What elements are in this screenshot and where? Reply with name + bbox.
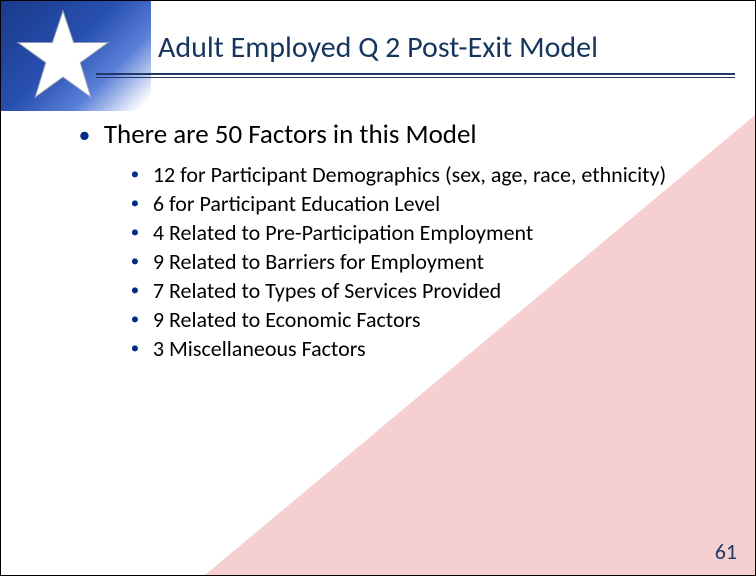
list-item-text: 4 Related to Pre-Participation Employmen… bbox=[153, 219, 533, 246]
list-item: ● 3 Miscellaneous Factors bbox=[131, 335, 725, 362]
list-item-text: 9 Related to Economic Factors bbox=[153, 306, 421, 333]
list-item-text: There are 50 Factors in this Model bbox=[104, 119, 477, 151]
bullet-icon: ● bbox=[131, 277, 139, 304]
sublist: ● 12 for Participant Demographics (sex, … bbox=[131, 161, 725, 362]
list-item: ● There are 50 Factors in this Model bbox=[79, 119, 725, 151]
page-number: 61 bbox=[715, 538, 737, 565]
slide: Adult Employed Q 2 Post-Exit Model ● The… bbox=[0, 0, 756, 576]
list-item-text: 9 Related to Barriers for Employment bbox=[153, 248, 484, 275]
bullet-icon: ● bbox=[131, 335, 139, 362]
list-item-text: 3 Miscellaneous Factors bbox=[153, 335, 366, 362]
list-item-text: 12 for Participant Demographics (sex, ag… bbox=[153, 161, 666, 188]
slide-content: ● There are 50 Factors in this Model ● 1… bbox=[79, 119, 725, 364]
list-item-text: 6 for Participant Education Level bbox=[153, 190, 440, 217]
list-item: ● 7 Related to Types of Services Provide… bbox=[131, 277, 725, 304]
list-item-text: 7 Related to Types of Services Provided bbox=[153, 277, 501, 304]
bullet-icon: ● bbox=[131, 248, 139, 275]
bullet-icon: ● bbox=[131, 190, 139, 217]
list-item: ● 12 for Participant Demographics (sex, … bbox=[131, 161, 725, 188]
bullet-icon: ● bbox=[79, 119, 90, 151]
list-item: ● 9 Related to Economic Factors bbox=[131, 306, 725, 333]
bullet-icon: ● bbox=[131, 306, 139, 333]
bullet-icon: ● bbox=[131, 161, 139, 188]
slide-title: Adult Employed Q 2 Post-Exit Model bbox=[1, 29, 755, 66]
list-item: ● 4 Related to Pre-Participation Employm… bbox=[131, 219, 725, 246]
list-item: ● 9 Related to Barriers for Employment bbox=[131, 248, 725, 275]
list-item: ● 6 for Participant Education Level bbox=[131, 190, 725, 217]
title-underline bbox=[96, 73, 735, 81]
bullet-icon: ● bbox=[131, 219, 139, 246]
